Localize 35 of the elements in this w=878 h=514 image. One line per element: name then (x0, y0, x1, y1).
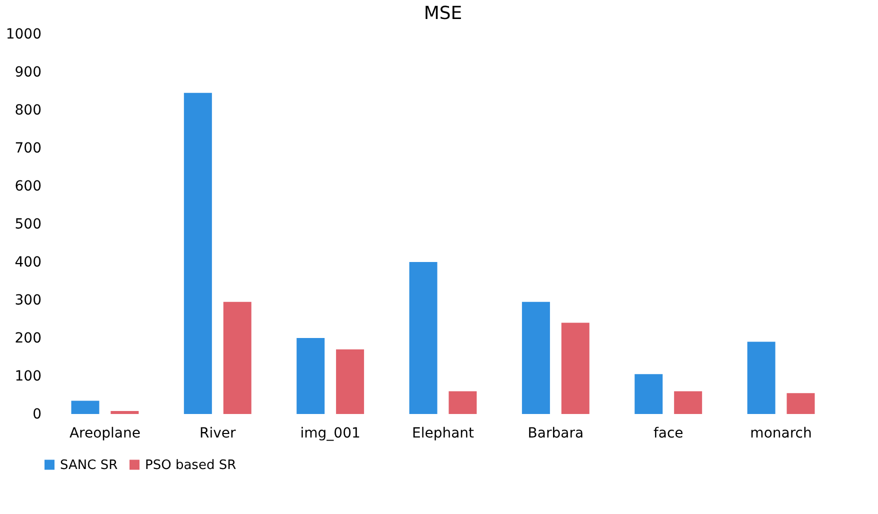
bar (223, 302, 252, 414)
y-tick-label: 1000 (6, 26, 42, 42)
y-tick-label: 400 (14, 254, 42, 270)
bar (561, 322, 590, 414)
x-tick-label: Areoplane (69, 426, 140, 442)
y-tick-label: 0 (32, 406, 42, 422)
y-tick-label: 200 (14, 330, 42, 346)
bar (296, 338, 325, 414)
bar (448, 391, 477, 414)
legend-label: PSO based SR (145, 458, 236, 473)
bar (786, 393, 815, 414)
x-tick-label: monarch (750, 426, 812, 442)
bar (184, 92, 212, 414)
y-tick-label: 600 (14, 178, 42, 194)
x-tick-label: River (200, 426, 236, 442)
bar (110, 410, 139, 414)
legend-label: SANC SR (60, 458, 118, 473)
bar (747, 342, 776, 414)
bar (634, 374, 663, 414)
y-tick-label: 100 (14, 368, 42, 384)
y-tick-label: 800 (14, 102, 42, 118)
bar (522, 302, 550, 414)
bar (409, 262, 438, 414)
y-tick-label: 700 (14, 140, 42, 156)
bar (71, 400, 100, 414)
y-tick-label: 300 (14, 292, 42, 308)
x-tick-label: Barbara (528, 426, 584, 442)
bar (336, 349, 364, 414)
y-tick-label: 500 (14, 216, 42, 232)
x-tick-label: face (653, 426, 684, 442)
y-tick-label: 900 (14, 64, 42, 80)
chart-title: MSE (424, 3, 462, 24)
x-tick-label: img_001 (300, 426, 360, 442)
x-tick-label: Elephant (412, 426, 475, 442)
bar (674, 391, 702, 414)
